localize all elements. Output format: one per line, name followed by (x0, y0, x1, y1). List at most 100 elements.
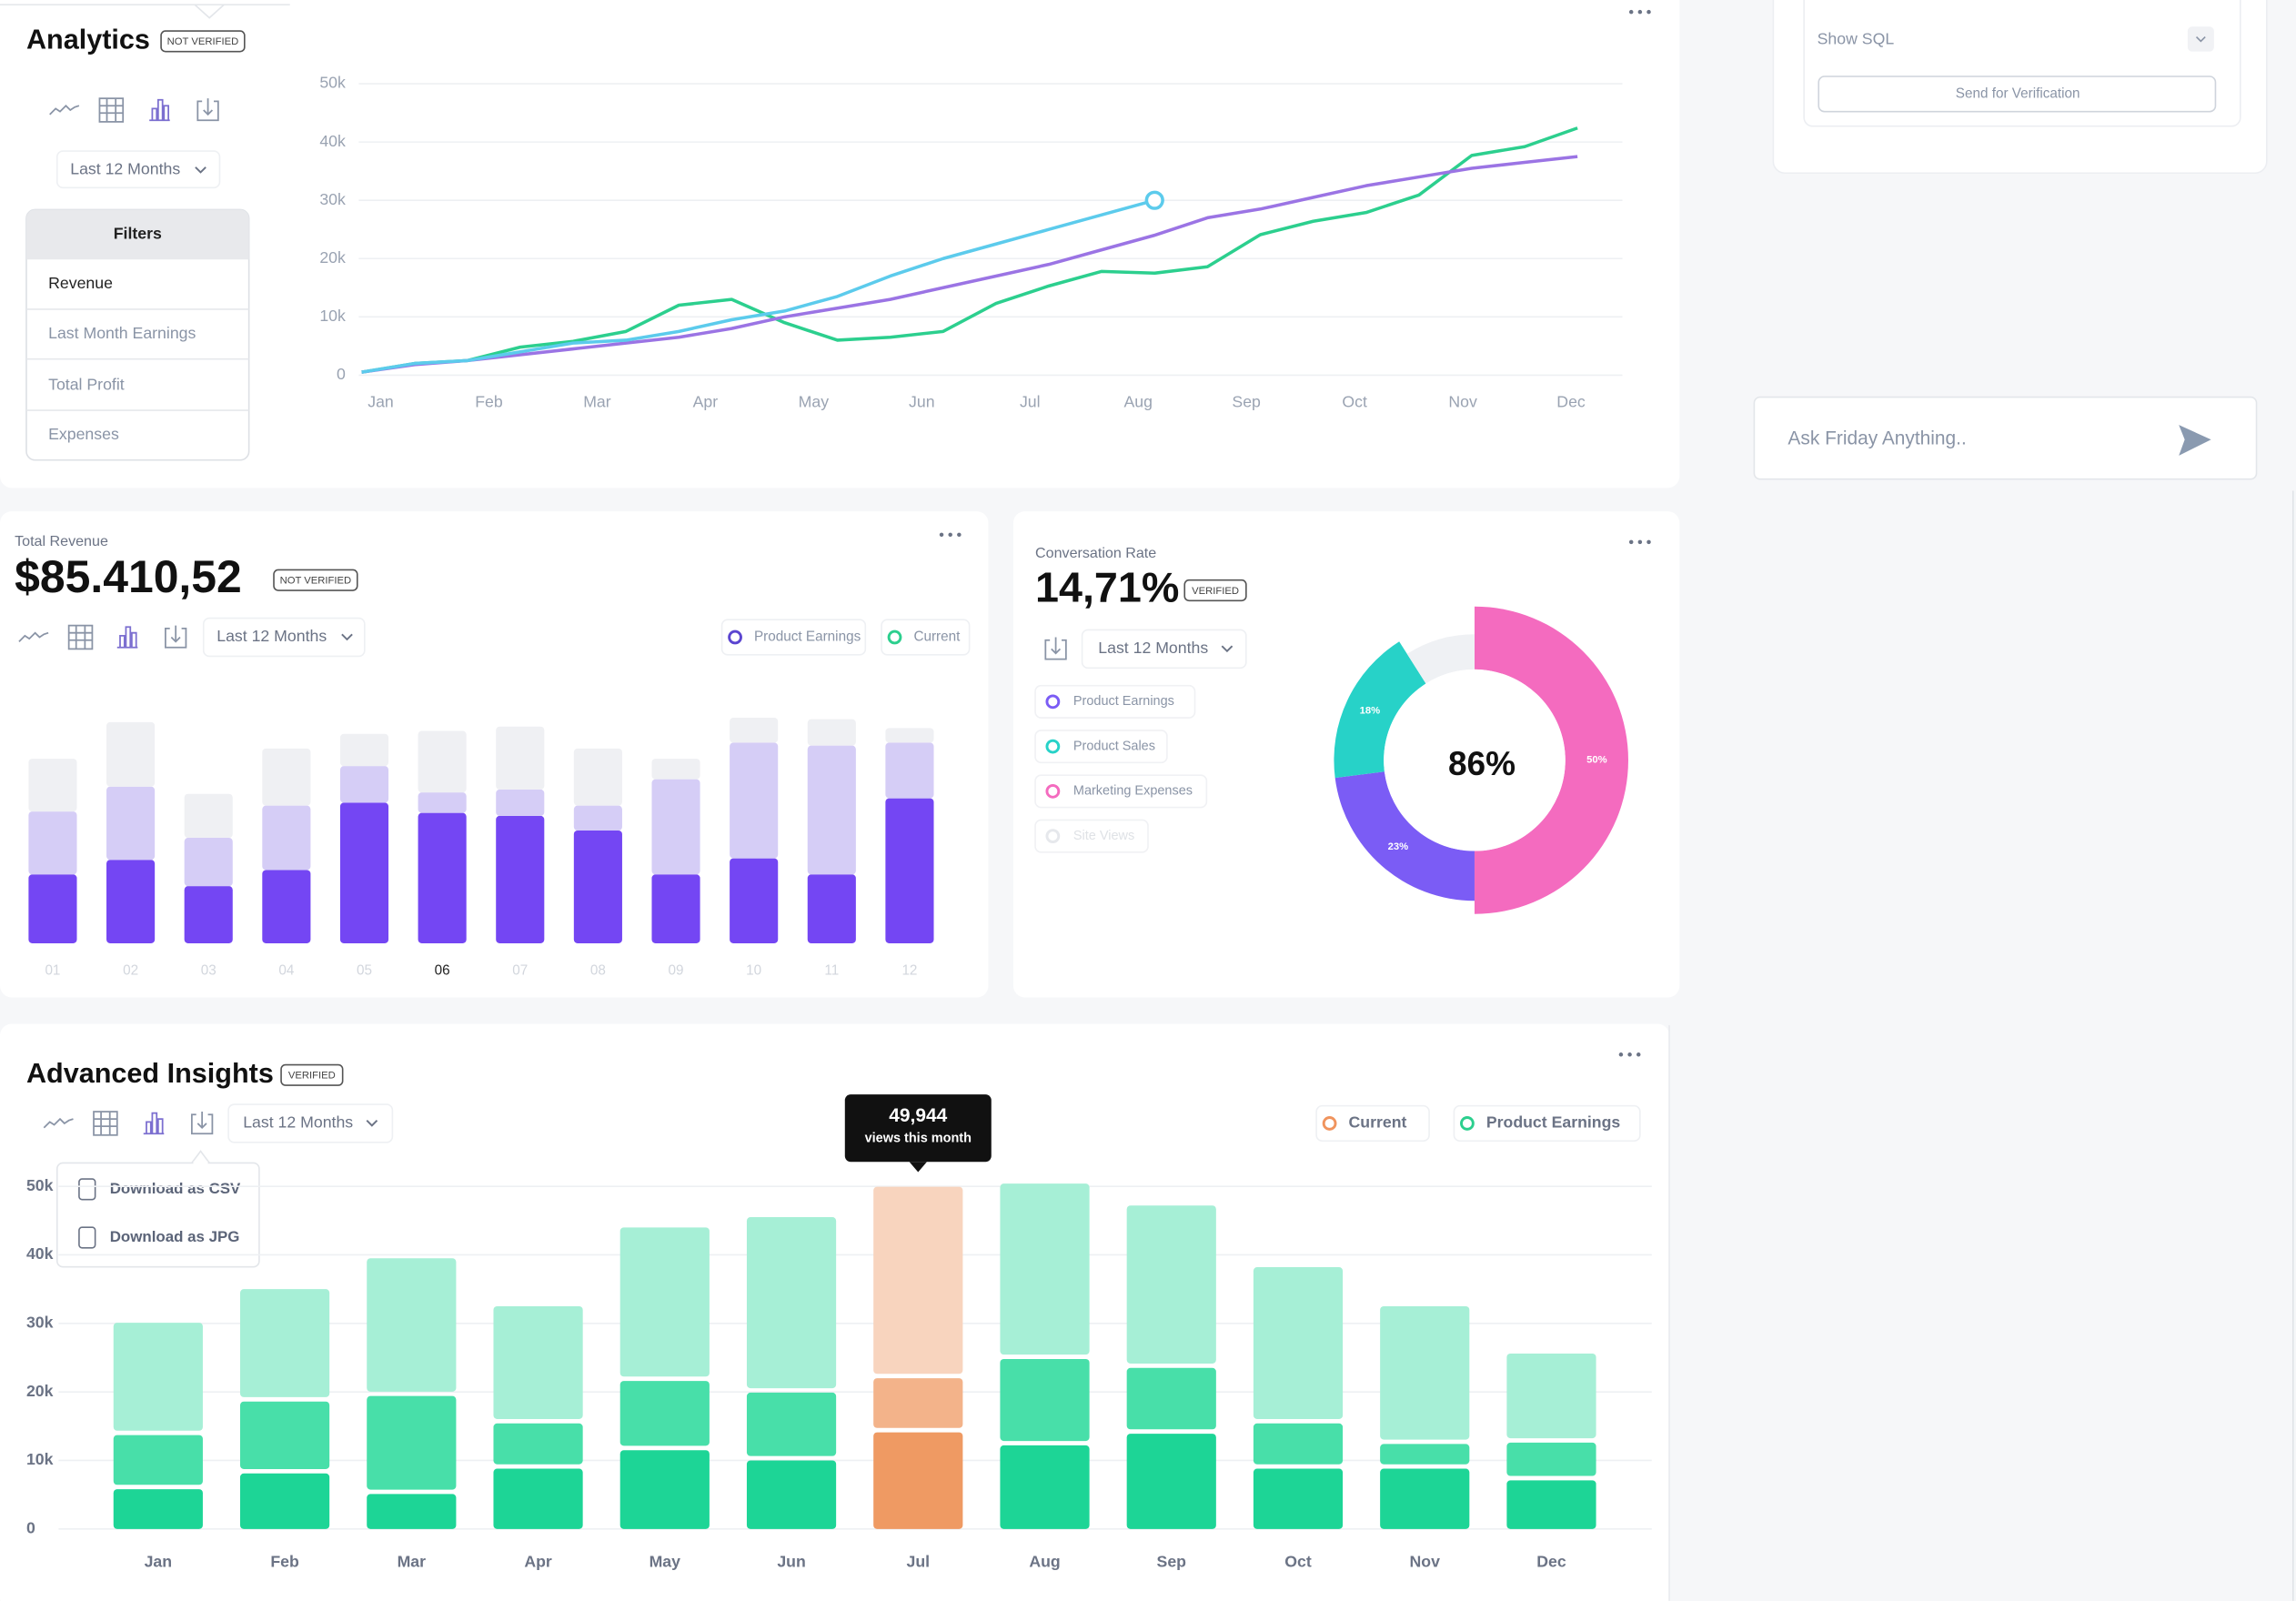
bar-segment (746, 1460, 837, 1529)
bar-segment (1126, 1367, 1216, 1430)
sql-dropdown[interactable] (2187, 26, 2214, 52)
y-tick-label: 50k (319, 74, 346, 92)
x-tick-label: Jan (368, 393, 394, 411)
x-tick-label: Feb (270, 1553, 299, 1571)
bar-segment (619, 1381, 710, 1446)
table-icon[interactable] (67, 624, 94, 650)
bar-segment (367, 1395, 457, 1490)
range-dropdown[interactable] (55, 150, 221, 189)
show-sql[interactable]: Show SQL (1818, 29, 1895, 47)
y-tick-label: 20k (26, 1382, 54, 1400)
legend-swatch (1045, 783, 1061, 799)
tooltip-box (844, 1094, 992, 1163)
icon-download (196, 98, 219, 122)
bar-segment (262, 805, 311, 871)
legend-box (1034, 819, 1149, 853)
icon-line (49, 104, 80, 116)
line-icon[interactable] (18, 631, 49, 642)
bar-segment (1506, 1480, 1596, 1529)
download-option[interactable]: Download as CSV (110, 1180, 241, 1197)
x-tick-label: 10 (746, 963, 761, 979)
send-icon[interactable] (2179, 425, 2211, 456)
bar-segment (873, 1432, 963, 1529)
bar-icon[interactable] (149, 98, 170, 122)
legend-label: Current (913, 629, 961, 645)
range-dropdown[interactable] (227, 1103, 394, 1143)
y-tick-label: 40k (26, 1244, 54, 1263)
bar-segment (239, 1473, 330, 1529)
bar-icon[interactable] (143, 1112, 165, 1135)
donut-center: 86% (1448, 744, 1516, 782)
menu-dot (1627, 1052, 1632, 1057)
chevron (195, 166, 206, 174)
menu-dot (1636, 1052, 1641, 1057)
bar-segment (1000, 1183, 1090, 1355)
x-tick-label: Jul (906, 1553, 930, 1571)
x-tick-label: 09 (669, 963, 684, 979)
legend-box (1034, 774, 1208, 809)
icon-download (190, 1112, 214, 1135)
x-tick-label: 04 (278, 963, 294, 979)
download-option[interactable]: Download as JPG (110, 1228, 240, 1245)
badge-text: VERIFIED (1192, 586, 1239, 597)
x-tick-label: 03 (201, 963, 217, 979)
table-icon[interactable] (98, 97, 125, 123)
line-icon[interactable] (43, 1117, 74, 1129)
filter-item[interactable]: Last Month Earnings (48, 324, 196, 342)
bar-segment (418, 812, 467, 943)
legend-box (720, 619, 867, 656)
download-icon[interactable] (165, 625, 187, 649)
menu-dot (1618, 1052, 1624, 1057)
range-dropdown[interactable] (1081, 629, 1247, 670)
range-label: Last 12 Months (1098, 639, 1208, 657)
ask-input[interactable] (1753, 396, 2258, 480)
x-tick-label: Jun (909, 393, 935, 411)
bar-icon[interactable] (116, 626, 138, 649)
bar-segment (1000, 1358, 1090, 1442)
send-button[interactable] (1818, 76, 2217, 113)
bar-segment (184, 793, 233, 839)
bar-segment (807, 745, 856, 875)
x-tick-label: May (650, 1553, 681, 1571)
filter-item[interactable]: Total Profit (48, 375, 125, 393)
x-tick-label: Apr (693, 393, 719, 411)
x-tick-label: 12 (901, 963, 917, 979)
x-tick-label: Aug (1029, 1553, 1060, 1571)
legend-label: Site Views (1073, 829, 1134, 843)
bar-segment (239, 1401, 330, 1469)
y-tick-label: 30k (26, 1313, 54, 1331)
popover-edge (0, 4, 290, 19)
download-icon[interactable] (196, 98, 219, 122)
filters-title: Filters (114, 225, 162, 243)
line-icon[interactable] (49, 104, 80, 116)
filter-item[interactable]: Revenue (48, 274, 113, 292)
menu-dot (957, 532, 962, 538)
donut-slice (1474, 606, 1628, 914)
x-tick-label: Oct (1342, 393, 1367, 411)
bar-segment (113, 1323, 203, 1431)
bar-segment (573, 748, 622, 806)
line-series (361, 198, 1155, 374)
range-dropdown[interactable] (202, 617, 366, 658)
slice-label: 23% (1388, 841, 1409, 852)
bar-segment (184, 838, 233, 887)
icon-download (165, 625, 187, 649)
revenue-label: Total Revenue (15, 533, 108, 549)
legend-box (1034, 730, 1168, 764)
table-icon[interactable] (93, 1111, 118, 1136)
x-tick-label: 02 (123, 963, 138, 979)
bar-segment (418, 730, 467, 793)
bar-segment (106, 860, 156, 943)
bar-segment (1380, 1468, 1470, 1529)
y-tick-label: 10k (26, 1450, 54, 1468)
bar-segment (367, 1258, 457, 1392)
y-tick-label: 50k (26, 1176, 54, 1194)
range-label: Last 12 Months (243, 1113, 353, 1132)
download-icon[interactable] (190, 1112, 214, 1135)
bar-segment (1253, 1468, 1344, 1529)
bar-segment (730, 718, 779, 743)
download-icon[interactable] (1044, 637, 1067, 660)
filter-item[interactable]: Expenses (48, 425, 119, 443)
bar-segment (1380, 1305, 1470, 1440)
